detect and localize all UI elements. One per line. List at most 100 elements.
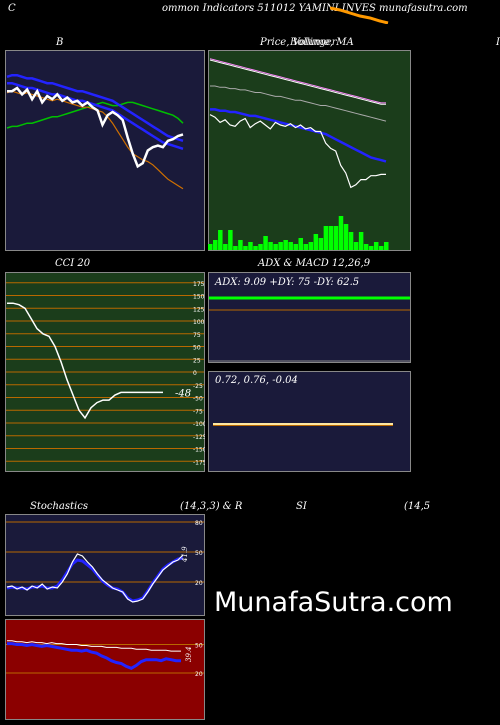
bollinger-overlap-label: Bollinger: [290, 37, 337, 48]
volume-bar: [228, 230, 233, 250]
rsi-tick-label: 50: [195, 643, 203, 650]
volume-bar: [213, 240, 218, 250]
volume-bar: [293, 244, 298, 250]
stochastics-chart: 80 50 20 41.9: [5, 514, 205, 616]
lower-band-line: [7, 81, 184, 150]
adx-chart: [208, 272, 411, 363]
stochastics-params: (14,3,3) & R: [180, 501, 243, 512]
volume-bar: [278, 242, 283, 250]
price-ma-chart: [208, 50, 411, 251]
bollinger-bg: [5, 50, 205, 251]
volume-bar: [218, 230, 223, 250]
volume-bar: [273, 244, 278, 250]
price-line: [209, 114, 386, 189]
volume-bar: [313, 234, 319, 250]
price-line: [7, 86, 184, 169]
cci-tick-label: -75: [193, 408, 203, 415]
cci-tick-label: 75: [193, 332, 201, 339]
cci-tick-label: -50: [193, 396, 203, 403]
volume-bar: [363, 244, 369, 250]
price-ma-label: Price, Volume, MA: [260, 37, 354, 48]
volume-bar: [298, 238, 304, 250]
header-letter: C: [8, 3, 16, 14]
cci-tick-label: -125: [193, 434, 205, 441]
header-title: ommon Indicators 511012 YAMINI INVES mun…: [162, 3, 468, 14]
watermark: MunafaSutra.com: [214, 587, 453, 618]
volume-bar: [258, 244, 263, 250]
ma-gray-line: [210, 85, 387, 122]
volume-bar: [233, 246, 238, 250]
macd-bg: [208, 371, 411, 472]
volume-bar: [384, 242, 389, 250]
cci-tick-label: 25: [193, 357, 201, 364]
volume-bar: [243, 246, 248, 250]
cci-line: [7, 302, 163, 420]
cci-value-label: -48: [175, 388, 191, 399]
cut-letter: I: [496, 37, 500, 48]
cci-chart: 175 150 125 100 75 50 25 0 -25 -50 -75 -100 -125 -150…: [5, 272, 205, 472]
cci-tick-label: -25: [193, 383, 203, 390]
rsi-white-line: [7, 640, 181, 652]
cci-tick-label: 125: [193, 306, 205, 313]
cci-tick-label: 175: [193, 281, 205, 288]
rsi-chart: 80 50 20 39.4: [5, 619, 205, 720]
volume-bar: [268, 242, 273, 250]
cci-tick-label: -100: [193, 421, 205, 428]
adx-bg: [208, 272, 411, 363]
stoch-tick-label: 20: [195, 580, 203, 587]
rsi-bg: [5, 619, 205, 720]
cci-tick-label: -150: [193, 447, 205, 454]
volume-bar: [263, 236, 268, 250]
volume-bar: [343, 224, 349, 250]
stochastics-label: Stochastics: [30, 501, 88, 512]
volume-bar: [238, 240, 243, 250]
volume-bar: [348, 232, 354, 250]
volume-bar: [318, 238, 324, 250]
stoch-k-line: [6, 553, 184, 603]
stoch-bg: [5, 514, 205, 616]
rsi-label: SI: [296, 501, 307, 512]
price-bg: [208, 50, 411, 251]
volume-bar: [323, 226, 329, 250]
macd-readout: 0.72, 0.76, -0.04: [215, 375, 298, 386]
volume-bar: [368, 246, 374, 250]
ma-band-line: [6, 73, 184, 142]
ma-pink-line: [209, 58, 386, 104]
volume-bar: [253, 246, 258, 250]
volume-bar: [288, 242, 293, 250]
volume-bar: [378, 246, 384, 250]
ma-white-line: [209, 59, 386, 105]
bollinger-chart: [5, 50, 205, 251]
rsi-tick-label: 80: [195, 619, 203, 621]
cci-tick-label: 50: [193, 345, 201, 352]
adx-macd-label: ADX & MACD 12,26,9: [258, 258, 371, 269]
stoch-tick-label: 80: [195, 520, 203, 527]
volume-bar: [328, 226, 334, 250]
volume-bar: [283, 240, 288, 250]
rsi-value-label: 39.4: [185, 646, 193, 662]
rsi-blue-line: [7, 642, 181, 670]
rsi-tick-label: 20: [195, 671, 203, 678]
volume-bar: [248, 242, 253, 250]
macd-chart: [208, 371, 411, 472]
bollinger-label: B: [56, 37, 64, 48]
adx-readout: ADX: 9.09 +DY: 75 -DY: 62.5: [215, 277, 360, 288]
volume-bar: [303, 244, 309, 250]
stoch-value-label: 41.9: [181, 546, 189, 563]
volume-bar: [223, 244, 228, 250]
volume-bar: [358, 232, 364, 250]
stoch-tick-label: 50: [195, 550, 203, 557]
cci-label: CCI 20: [55, 258, 91, 269]
cci-tick-label: 100: [193, 319, 205, 326]
volume-bar: [338, 216, 344, 250]
volume-bar: [353, 242, 359, 250]
volume-bar: [308, 242, 314, 250]
volume-bar: [333, 226, 339, 250]
cci-tick-label: -175: [193, 459, 205, 466]
volume-bar: [373, 242, 379, 250]
cci-tick-label: 150: [193, 294, 205, 301]
volume-bar: [208, 244, 213, 250]
rsi-params: (14,5: [404, 501, 431, 512]
header-trend-sparkline: [330, 6, 389, 24]
